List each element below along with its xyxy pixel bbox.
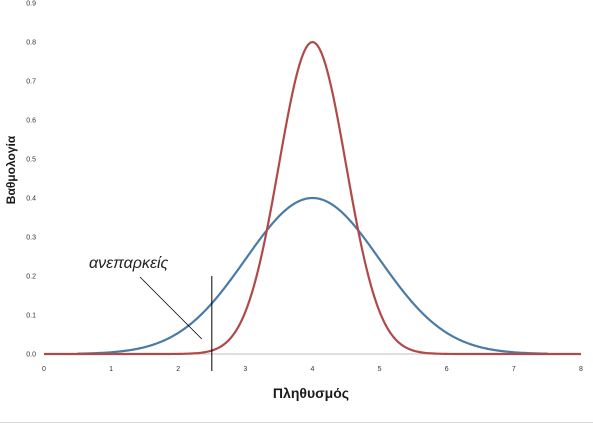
x-axis-ticks: 0 1 2 3 4 5 6 7 8: [42, 366, 583, 373]
x-axis-title: Πληθυσμός: [273, 385, 349, 401]
y-tick-label: 0.7: [26, 79, 36, 86]
y-tick-label: 0.8: [26, 40, 36, 47]
y-axis-ticks: 0.0 0.1 0.2 0.3 0.4 0.5 0.6 0.7 0.8 0.9: [26, 1, 36, 359]
y-tick-label: 0.4: [26, 196, 36, 203]
y-axis-title: Βαθμολογία: [4, 135, 18, 204]
x-tick-label: 1: [109, 366, 113, 373]
y-tick-label: 0.6: [26, 118, 36, 125]
series-line-wide: [77, 196, 548, 355]
annotation-label: ανεπαρκείς: [89, 255, 169, 272]
y-tick-label: 0.9: [26, 1, 36, 8]
bottom-divider: [0, 422, 593, 423]
y-tick-label: 0.1: [26, 313, 36, 320]
x-tick-label: 5: [378, 366, 382, 373]
x-tick-label: 3: [243, 366, 247, 373]
x-tick-label: 0: [42, 366, 46, 373]
y-tick-label: 0.5: [26, 157, 36, 164]
x-tick-label: 2: [176, 366, 180, 373]
x-tick-label: 7: [512, 366, 516, 373]
y-tick-label: 0.0: [26, 352, 36, 359]
x-tick-label: 4: [311, 366, 315, 373]
series-line-narrow: [44, 40, 581, 356]
x-tick-label: 6: [445, 366, 449, 373]
y-tick-label: 0.3: [26, 235, 36, 242]
series-group: [44, 40, 581, 356]
x-tick-label: 8: [579, 366, 583, 373]
y-tick-label: 0.2: [26, 274, 36, 281]
annotation-pointer-line: [139, 276, 203, 340]
